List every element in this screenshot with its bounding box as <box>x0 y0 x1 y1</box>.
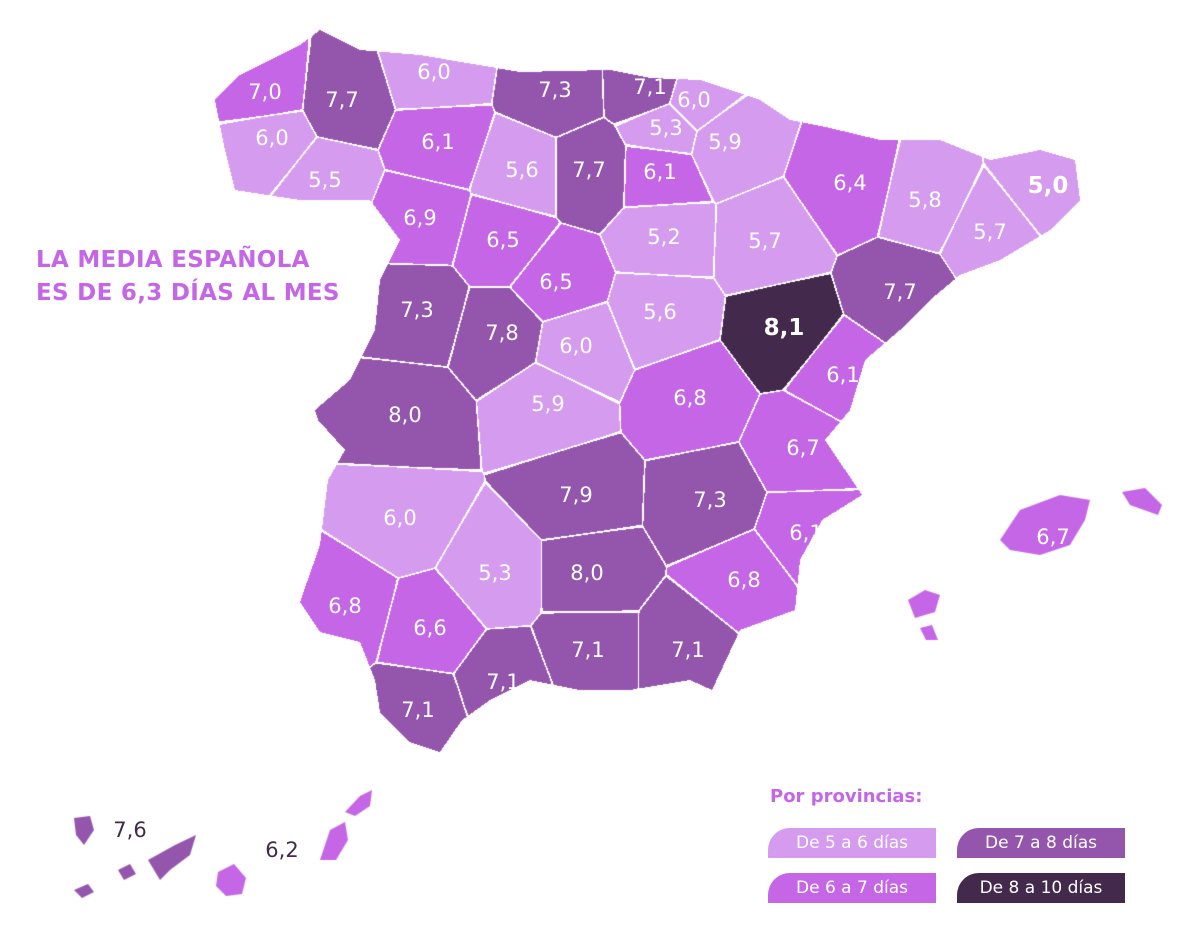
province-value-label: 6,1 <box>789 521 823 545</box>
province-value-label: 6,5 <box>486 228 520 252</box>
province-value-label: 6,9 <box>403 206 437 230</box>
province-value-label: 6,5 <box>539 270 573 294</box>
legend-item-5-6: De 5 a 6 días <box>768 828 936 858</box>
province-value-label: 6,0 <box>559 334 593 358</box>
province-value-label: 6,8 <box>673 386 707 410</box>
province-value-label: 6,4 <box>833 171 867 195</box>
province-value-label: 6,8 <box>328 594 362 618</box>
province-value-label: 7,3 <box>400 298 434 322</box>
province-value-label: 7,3 <box>693 488 727 512</box>
province-value-label: 5,9 <box>531 392 565 416</box>
province-value-label: 7,7 <box>325 88 359 112</box>
headline-line-1: LA MEDIA ESPAÑOLA <box>36 247 310 273</box>
province-value-label: 5,3 <box>478 561 512 585</box>
province-value-label: 7,0 <box>248 80 282 104</box>
province-value-label: 5,9 <box>708 130 742 154</box>
canary-west-value-label: 7,6 <box>113 818 147 842</box>
province-value-label: 7,1 <box>401 698 435 722</box>
province-value-label: 6,8 <box>727 568 761 592</box>
province-value-label: 5,7 <box>973 220 1007 244</box>
province-value-label: 7,7 <box>883 280 917 304</box>
province-value-label: 6,0 <box>255 126 289 150</box>
province-value-label: 5,2 <box>647 225 681 249</box>
canary-east-value-label: 6,2 <box>265 838 299 862</box>
headline-line-2: ES DE 6,3 DÍAS AL MES <box>36 280 340 306</box>
province-value-label: 6,1 <box>421 130 455 154</box>
balearic-value-label: 6,7 <box>1036 525 1070 549</box>
province-value-label: 8,0 <box>570 561 604 585</box>
province-value-label: 7,7 <box>572 158 606 182</box>
province-value-label: 5,8 <box>908 188 942 212</box>
province-value-label: 5,6 <box>505 158 539 182</box>
province-value-label: 6,0 <box>677 88 711 112</box>
province-value-label: 8,0 <box>388 403 422 427</box>
province-value-label: 5,5 <box>308 168 342 192</box>
province-value-label: 6,1 <box>643 160 677 184</box>
province-value-label: 7,1 <box>671 638 705 662</box>
province-value-label: 5,6 <box>643 300 677 324</box>
province-value-label: 6,0 <box>417 60 451 84</box>
province-value-label: 6,7 <box>786 436 820 460</box>
province-value-label: 5,7 <box>748 229 782 253</box>
legend-item-7-8: De 7 a 8 días <box>957 828 1125 858</box>
headline: LA MEDIA ESPAÑOLA ES DE 6,3 DÍAS AL MES <box>36 244 340 310</box>
legend-title: Por provincias: <box>770 786 923 807</box>
legend-item-6-7: De 6 a 7 días <box>768 873 936 903</box>
province-value-label: 7,8 <box>485 321 519 345</box>
province-value-label: 7,3 <box>538 78 572 102</box>
province-value-label: 5,3 <box>649 116 683 140</box>
province-value-label: 8,1 <box>763 315 805 341</box>
province-value-label: 7,1 <box>633 75 667 99</box>
province-value-label: 7,9 <box>559 483 593 507</box>
province-value-label: 6,6 <box>413 616 447 640</box>
legend-item-8-10: De 8 a 10 días <box>957 873 1125 903</box>
province-value-label: 7,1 <box>486 670 520 694</box>
province-value-label: 6,0 <box>383 506 417 530</box>
province-value-label: 5,0 <box>1027 173 1069 199</box>
province-value-label: 6,1 <box>826 363 860 387</box>
province-value-label: 7,1 <box>571 638 605 662</box>
